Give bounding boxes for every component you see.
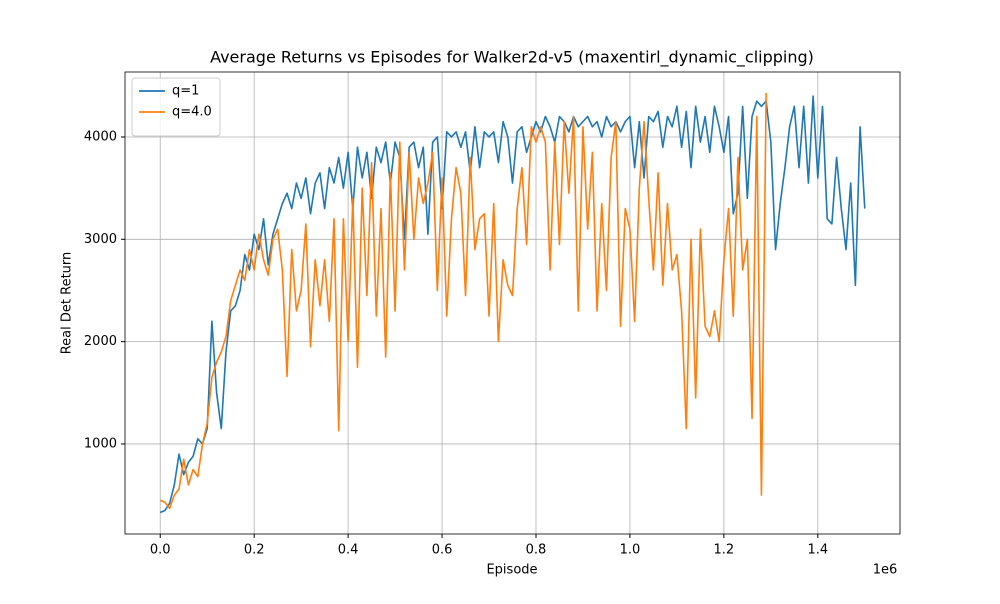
chart-title: Average Returns vs Episodes for Walker2d… — [210, 48, 814, 68]
legend-box — [131, 77, 221, 137]
y-axis-label: Real Det Return — [60, 252, 75, 355]
x-tick-label: 0.0 — [150, 543, 171, 558]
y-tick-label: 4000 — [84, 129, 117, 144]
y-tick-label: 1000 — [84, 436, 117, 451]
y-tick-label: 2000 — [84, 334, 117, 349]
x-tick-label: 0.8 — [526, 543, 547, 558]
x-tick-label: 0.2 — [244, 543, 265, 558]
line-series — [159, 95, 866, 514]
x-tick-label: 1.4 — [807, 543, 828, 558]
x-offset-label: 1e6 — [873, 563, 898, 578]
x-tick-label: 0.4 — [338, 543, 359, 558]
x-tick-label: 1.2 — [714, 543, 735, 558]
x-tick-label: 1.0 — [620, 543, 641, 558]
legend-label: q=1 — [172, 84, 199, 99]
y-tick-label: 3000 — [84, 232, 117, 247]
line-series — [159, 92, 767, 510]
legend-label: q=4.0 — [172, 105, 212, 120]
x-axis-label: Episode — [486, 563, 537, 578]
x-tick-label: 0.6 — [432, 543, 453, 558]
plot-frame — [124, 71, 901, 535]
